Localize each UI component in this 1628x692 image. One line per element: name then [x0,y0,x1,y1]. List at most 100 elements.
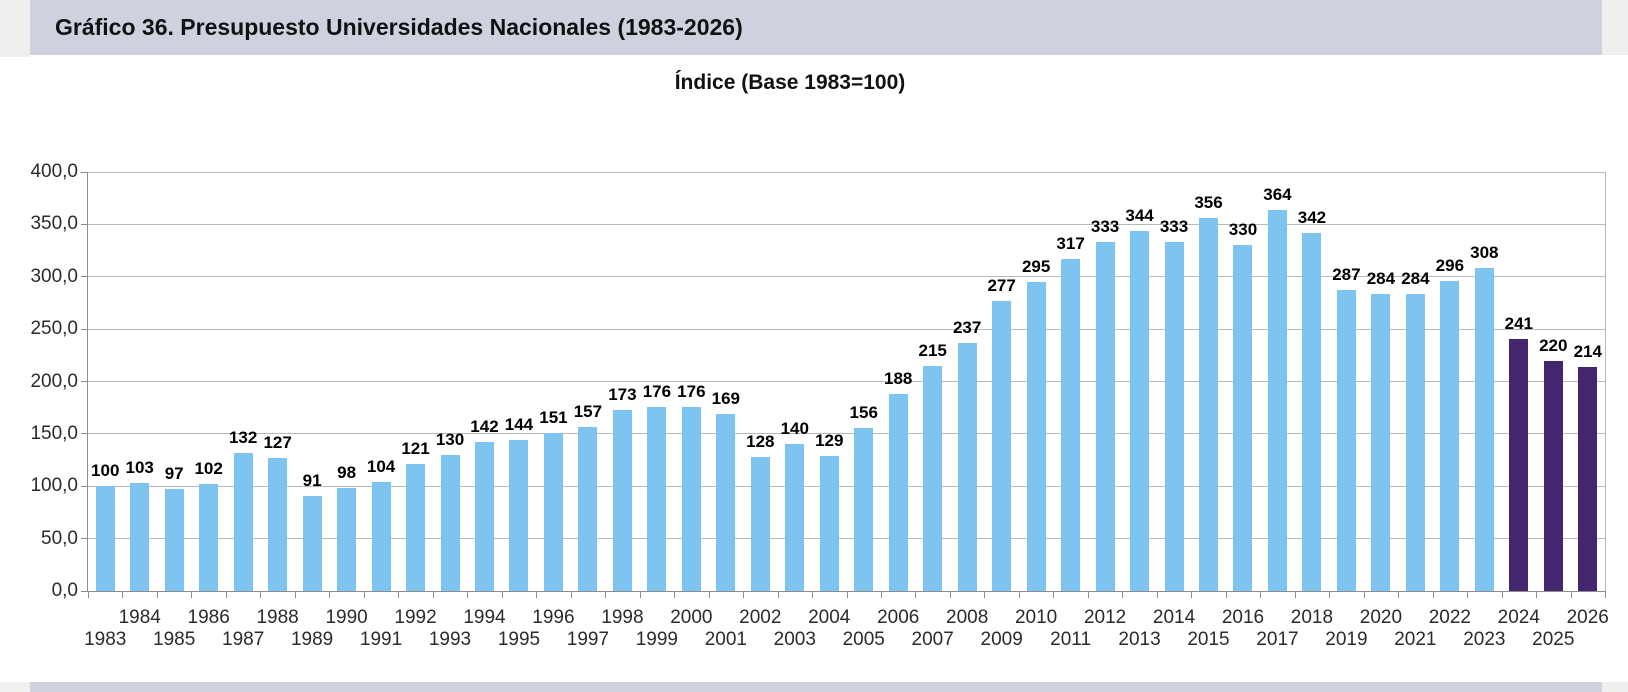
x-axis-tick [1122,591,1124,598]
x-axis-label-1983: 1983 [84,629,127,650]
x-axis-tick [1467,591,1469,598]
bar-value-1997: 157 [573,401,603,421]
chart-subtitle: Índice (Base 1983=100) [674,71,906,94]
bar-1985 [164,489,184,591]
bar-2012 [1095,242,1115,591]
x-axis-label-1984: 1984 [118,607,161,628]
bar-2001 [716,413,736,591]
bar-1989 [302,495,322,591]
x-axis-tick [1087,591,1089,598]
x-axis-tick [536,591,538,598]
x-axis-tick [674,591,676,598]
bar-2000 [681,406,701,591]
x-axis-label-2018: 2018 [1290,607,1334,628]
bar-1997 [578,426,598,591]
bar-value-2020: 284 [1366,268,1396,288]
bar-2011 [1061,258,1081,591]
bar-1991 [371,482,391,591]
x-axis-label-2009: 2009 [980,629,1023,650]
bar-2019 [1336,290,1356,591]
bar-value-2004: 129 [815,430,844,450]
x-axis-tick [1501,591,1503,598]
bar-1986 [199,484,219,591]
gridline-150 [88,433,1605,435]
y-axis-tick [81,381,88,382]
y-axis-tick [81,485,88,487]
bar-2015 [1199,218,1218,591]
bar-2013 [1130,230,1150,591]
bar-2016 [1233,245,1253,591]
bar-value-1990: 98 [337,463,357,483]
y-axis-label: 100,0 [30,475,78,497]
bar-value-2012: 333 [1090,217,1120,237]
bar-value-2021: 284 [1401,268,1430,288]
bar-value-2014: 333 [1159,217,1189,237]
x-axis-tick [1570,591,1572,598]
y-axis-label: 150,0 [30,422,78,444]
bar-1983 [95,486,115,591]
bar-2020 [1371,293,1391,591]
bar-2009 [992,300,1012,591]
x-axis-label-2005: 2005 [842,629,885,650]
page-margin-strip [0,682,30,692]
page-margin-strip [0,0,30,57]
x-axis-label-2022: 2022 [1428,607,1471,628]
gridline-400 [88,171,1605,173]
bar-2023 [1474,268,1494,591]
x-axis-tick [1156,591,1158,598]
bar-value-2024: 241 [1504,313,1533,333]
x-axis-label-2021: 2021 [1394,629,1437,650]
x-axis-label-1996: 1996 [532,607,575,628]
x-axis-tick [1294,591,1296,598]
chart-header-band: Gráfico 36. Presupuesto Universidades Na… [30,0,1602,55]
bar-value-2022: 296 [1435,255,1465,275]
x-axis-tick [570,591,572,598]
x-axis-label-1986: 1986 [187,607,230,628]
bar-2025 [1543,360,1563,591]
y-axis-label: 50,0 [41,527,78,549]
x-axis-label-2015: 2015 [1187,629,1230,650]
gridline-50 [88,538,1605,540]
plot-right-border [1605,172,1606,591]
x-axis-label-1989: 1989 [290,629,334,650]
x-axis-label-1985: 1985 [153,629,196,650]
x-axis-tick [1260,591,1262,598]
page-margin-strip [1602,682,1628,692]
x-axis-tick [1536,591,1538,598]
x-axis-label-1997: 1997 [566,629,610,650]
x-axis-label-2004: 2004 [808,607,851,628]
bar-2005 [854,427,874,591]
bar-value-2010: 295 [1021,256,1051,276]
x-axis-label-2020: 2020 [1359,607,1403,628]
x-axis-tick [812,591,814,598]
bar-value-1983: 100 [91,461,120,481]
bar-1992 [406,464,426,591]
bar-1993 [440,454,460,591]
y-axis-label: 200,0 [30,370,78,392]
bar-value-1992: 121 [401,439,430,459]
chart-title: Gráfico 36. Presupuesto Universidades Na… [55,14,743,40]
x-axis-tick [432,591,434,598]
x-axis-label-2019: 2019 [1325,629,1368,650]
y-axis-tick [81,590,88,592]
x-axis-tick [260,591,262,598]
bar-value-1987: 132 [228,427,258,447]
x-axis-label-1988: 1988 [256,607,299,628]
x-axis-tick [949,591,951,598]
x-axis-tick [467,591,469,598]
next-section-band [30,682,1602,692]
x-axis-tick [846,591,848,598]
x-axis-label-1990: 1990 [325,607,368,628]
x-axis-tick [708,591,710,598]
x-axis-label-2017: 2017 [1256,629,1299,650]
x-axis-tick [1363,591,1365,598]
x-axis-tick [1605,591,1606,598]
bar-value-2018: 342 [1297,207,1327,227]
x-axis-tick [329,591,331,598]
gridline-200 [88,381,1605,382]
bar-value-2009: 277 [987,275,1016,295]
bar-value-2007: 215 [918,340,947,360]
x-axis-tick [122,591,124,598]
x-axis-tick [1018,591,1020,598]
